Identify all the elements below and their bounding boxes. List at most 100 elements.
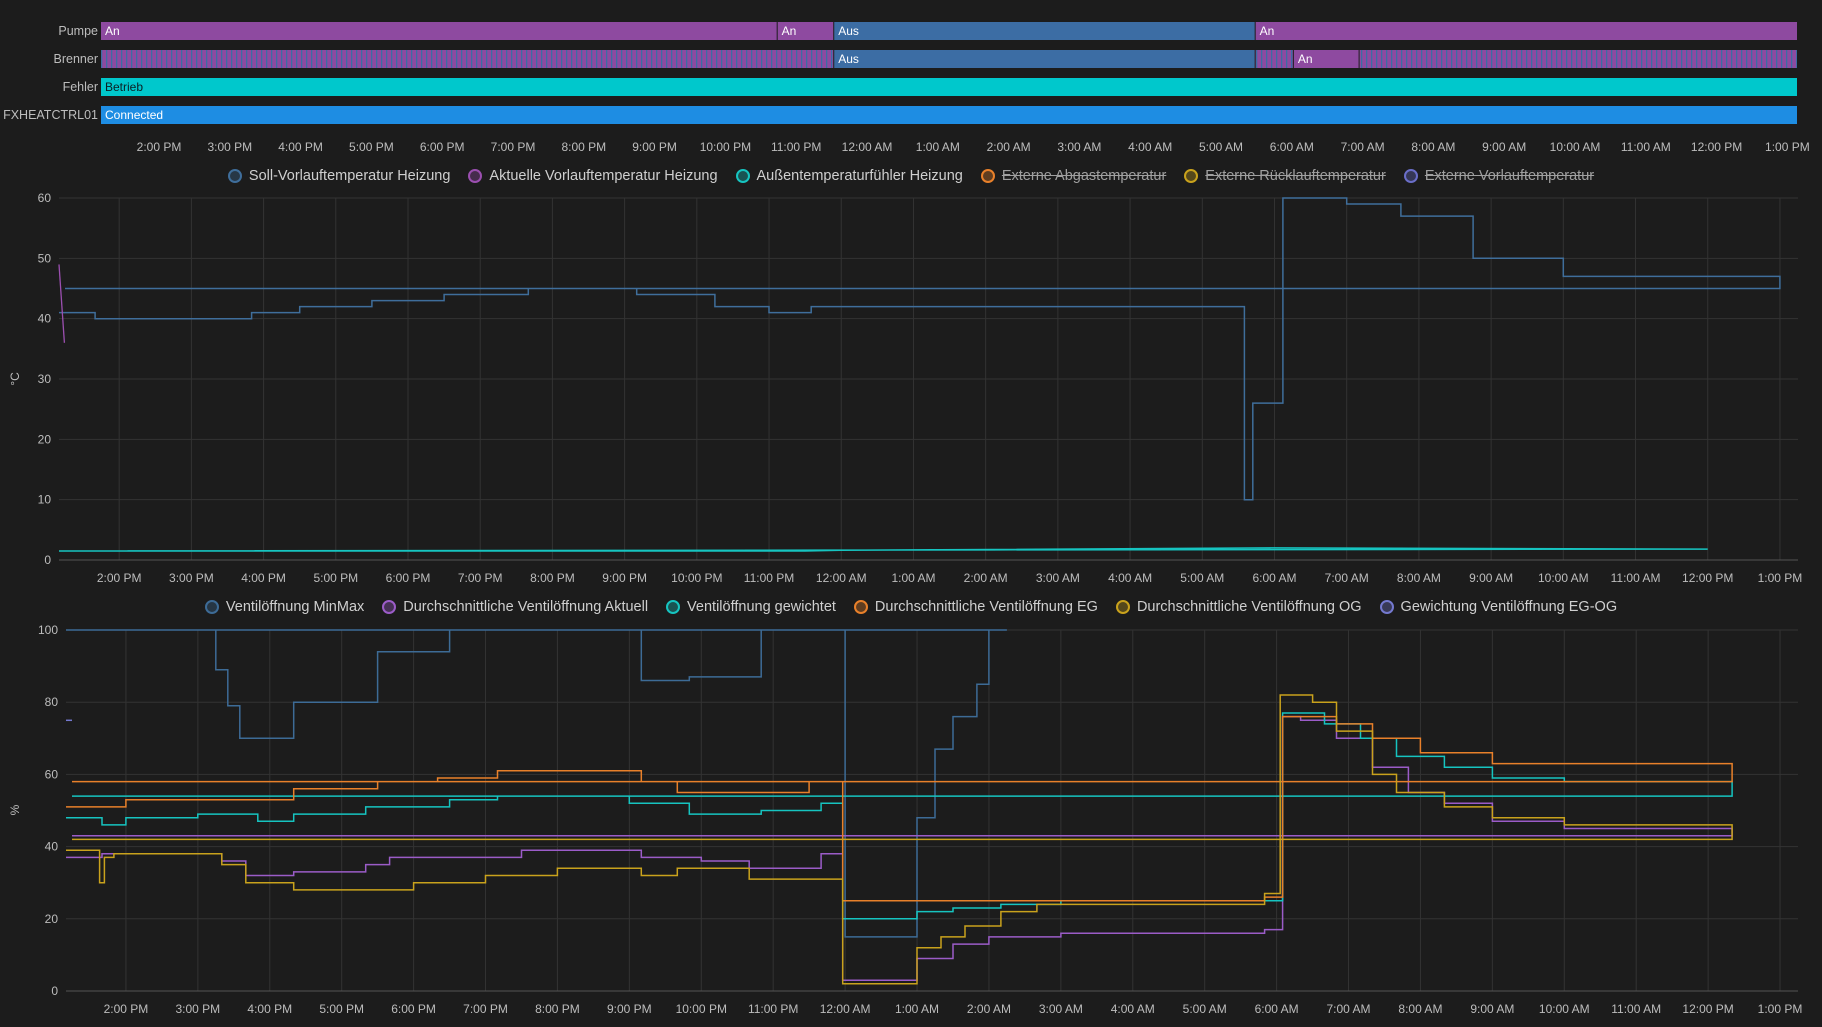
timeline-time-tick-label: 7:00 AM [1341,140,1385,154]
x-tick-label: 8:00 PM [530,571,575,585]
x-tick-label: 6:00 PM [391,1002,436,1016]
x-tick-label: 12:00 AM [820,1002,871,1016]
x-tick-label: 9:00 PM [607,1002,652,1016]
series-line-vorlauf [58,264,66,343]
timeline-time-tick-label: 10:00 AM [1550,140,1601,154]
x-tick-label: 2:00 PM [97,571,142,585]
x-tick-label: 5:00 AM [1180,571,1224,585]
legend-label: Externe Vorlauftemperatur [1424,168,1595,184]
timeline-segment-brenner-3 [1293,50,1359,68]
legend-swatch-icon [1403,169,1418,183]
timeline-time-tick-label: 12:00 PM [1691,140,1742,154]
x-tick-label: 1:00 PM [1758,571,1803,585]
timeline-segment-label: An [1260,24,1275,38]
timeline-row-label-fehler: Fehler [63,80,98,94]
timeline-segment-brenner-4 [1359,50,1797,68]
timeline-time-tick-label: 1:00 PM [1765,140,1810,154]
legend-swatch-icon [204,600,219,614]
legend-item[interactable]: Aktuelle Vorlauftemperatur Heizung [468,168,718,184]
series-line-aussen [59,547,1708,552]
x-tick-label: 2:00 AM [964,571,1008,585]
legend-item[interactable]: Externe Abgastemperatur [980,168,1166,184]
x-tick-label: 7:00 PM [463,1002,508,1016]
x-tick-label: 10:00 PM [671,571,722,585]
timeline-segment-pumpe-0 [101,22,777,40]
legend-swatch-icon [1115,600,1130,614]
legend-item[interactable]: Durchschnittliche Ventilöffnung Aktuell [382,599,648,615]
x-tick-label: 3:00 PM [175,1002,220,1016]
legend-item[interactable]: Durchschnittliche Ventilöffnung OG [1115,599,1362,615]
timeline-time-tick-label: 9:00 PM [632,140,677,154]
timeline-time-tick-label: 4:00 PM [278,140,323,154]
legend-swatch-icon [227,169,242,183]
timeline-segment-label: An [782,24,797,38]
legend-swatch-icon [735,169,750,183]
legend-item[interactable]: Ventilöffnung MinMax [204,599,364,615]
y-tick-label: 20 [45,912,59,926]
y-tick-label: 60 [38,191,52,205]
timeline-row-label-pumpe: Pumpe [58,24,98,38]
timeline-time-tick-label: 7:00 PM [491,140,536,154]
x-tick-label: 5:00 PM [319,1002,364,1016]
x-tick-label: 7:00 AM [1325,571,1369,585]
timeline-segment-label: Connected [105,108,163,122]
x-tick-label: 5:00 PM [313,571,358,585]
timeline-segment-fxheatctrl01-0 [101,106,1797,124]
y-axis-label: % [8,804,22,815]
timeline-time-tick-label: 2:00 AM [987,140,1031,154]
timeline-segment-brenner-1 [834,50,1255,68]
series-line-avg_aktuell [66,715,1733,981]
timeline-time-tick-label: 5:00 AM [1199,140,1243,154]
x-tick-label: 6:00 AM [1252,571,1296,585]
x-tick-label: 10:00 AM [1539,1002,1590,1016]
timeline-segment-label: Aus [838,52,859,66]
x-tick-label: 12:00 AM [816,571,867,585]
timeline-segment-fehler-0 [101,78,1797,96]
legend-item[interactable]: Durchschnittliche Ventilöffnung EG [853,599,1098,615]
x-tick-label: 10:00 PM [676,1002,727,1016]
y-axis-label: °C [8,372,22,386]
x-tick-label: 9:00 PM [602,571,647,585]
timeline-segment-label: Aus [838,24,859,38]
x-tick-label: 4:00 AM [1108,571,1152,585]
x-tick-label: 3:00 AM [1036,571,1080,585]
timeline-segment-label: An [105,24,120,38]
timeline-time-tick-label: 6:00 AM [1270,140,1314,154]
y-tick-label: 0 [44,553,51,567]
x-tick-label: 11:00 AM [1611,1002,1661,1016]
timeline-time-tick-label: 10:00 PM [700,140,751,154]
y-tick-label: 100 [38,623,58,637]
legend-swatch-icon [1184,169,1199,183]
x-tick-label: 7:00 AM [1327,1002,1371,1016]
x-tick-label: 1:00 AM [891,571,935,585]
state-timeline-panel: Pumpe An An Aus An Brenner Aus An Fehler Betrieb F… [3,22,1810,154]
timeline-time-tick-label: 4:00 AM [1128,140,1172,154]
timeline-segment-label: An [1298,52,1313,66]
legend-item[interactable]: Soll-Vorlauftemperatur Heizung [227,168,450,184]
legend-label: Aktuelle Vorlauftemperatur Heizung [489,168,718,184]
legend-item[interactable]: Ventilöffnung gewichtet [666,599,836,615]
legend-item[interactable]: Externe Rücklauftemperatur [1184,168,1386,184]
legend-item[interactable]: Gewichtung Ventilöffnung EG-OG [1379,599,1617,615]
legend-swatch-icon [382,600,397,614]
x-tick-label: 9:00 AM [1469,571,1513,585]
timeline-segment-label: Betrieb [105,80,143,94]
legend-swatch-icon [1379,600,1394,614]
series-line-gewichtet [66,712,1733,920]
x-tick-label: 2:00 AM [967,1002,1011,1016]
legend-swatch-icon [468,169,483,183]
legend-swatch-icon [853,600,868,614]
x-tick-label: 11:00 PM [748,1002,798,1016]
y-tick-label: 30 [38,372,52,386]
legend-label: Durchschnittliche Ventilöffnung OG [1136,599,1362,615]
legend-swatch-icon [980,169,995,183]
timeline-time-tick-label: 11:00 PM [771,140,821,154]
legend-item[interactable]: Externe Vorlauftemperatur [1403,168,1595,184]
series-line-soll [59,197,1781,501]
timeline-segment-brenner-0 [101,50,834,68]
y-tick-label: 60 [45,767,59,781]
legend-item[interactable]: Außentemperaturfühler Heizung [735,168,963,184]
timeline-segment-pumpe-2 [834,22,1255,40]
timeline-time-tick-label: 11:00 AM [1621,140,1671,154]
y-tick-label: 10 [38,493,52,507]
